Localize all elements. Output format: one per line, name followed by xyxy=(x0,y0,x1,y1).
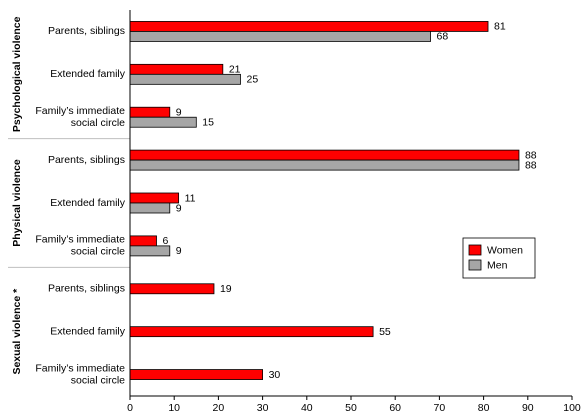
bar-psychological-violence-family-s-immediate-social-circle-men xyxy=(129,116,197,128)
category-label-family-s-immediate-social-circle: social circle xyxy=(71,117,125,129)
data-label-women: 30 xyxy=(269,369,281,381)
group-labels: Psychological violence Physical violence S… xyxy=(11,16,23,374)
x-tick-label: 70 xyxy=(434,402,446,414)
x-tick-label: 40 xyxy=(301,402,313,414)
data-label-women: 19 xyxy=(220,283,232,295)
axes: 0 10 20 30 40 50 60 70 80 90 100 xyxy=(127,10,581,414)
group-label-sexual-violence: Sexual violence * xyxy=(11,288,23,375)
category-label-family-s-immediate-social-circle: social circle xyxy=(71,374,125,386)
legend: Women Men xyxy=(462,237,536,279)
data-label-men: 15 xyxy=(202,117,214,129)
bar-physical-violence-parents-siblings-women xyxy=(129,149,520,161)
data-label-men: 68 xyxy=(437,31,449,43)
data-label-women: 55 xyxy=(379,326,391,338)
bar-psychological-violence-parents-siblings-women xyxy=(129,21,489,32)
category-label-family-s-immediate-social-circle: Family’s immediate xyxy=(35,362,125,374)
legend-label-men: Men xyxy=(487,259,508,271)
bar-psychological-violence-extended-family-men xyxy=(129,73,241,85)
bar-physical-violence-extended-family-women xyxy=(129,192,180,204)
x-tick-label: 30 xyxy=(257,402,269,414)
category-label-family-s-immediate-social-circle: Family’s immediate xyxy=(35,105,125,117)
bar-physical-violence-extended-family-men xyxy=(129,202,171,214)
group-label-psychological-violence: Psychological violence xyxy=(11,16,23,132)
data-label-women: 21 xyxy=(229,64,241,76)
category-label-parents-siblings: Parents, siblings xyxy=(48,154,125,166)
bar-physical-violence-family-s-immediate-social-circle-women xyxy=(129,235,157,247)
category-label-extended-family: Extended family xyxy=(50,68,125,80)
group-separators xyxy=(8,138,130,268)
category-label-parents-siblings: Parents, siblings xyxy=(48,25,125,37)
legend-swatch-women xyxy=(468,244,482,256)
bar-psychological-violence-extended-family-women xyxy=(129,63,224,75)
bar-psychological-violence-family-s-immediate-social-circle-women xyxy=(129,106,171,118)
x-tick-label: 0 xyxy=(127,402,133,414)
legend-swatch-men xyxy=(468,259,482,271)
x-tick-label: 80 xyxy=(478,402,490,414)
data-label-women: 88 xyxy=(525,149,537,161)
bar-physical-violence-family-s-immediate-social-circle-men xyxy=(129,245,171,257)
data-label-men: 88 xyxy=(525,159,537,171)
data-label-men: 9 xyxy=(176,202,182,214)
category-label-family-s-immediate-social-circle: social circle xyxy=(71,246,125,258)
x-tick-label: 10 xyxy=(168,402,180,414)
bar-psychological-violence-parents-siblings-men xyxy=(129,31,431,42)
x-tick-label: 60 xyxy=(389,402,401,414)
bar-sexual-violence-family-s-immediate-social-circle-women xyxy=(129,369,264,380)
bar-sexual-violence-parents-siblings-women xyxy=(129,283,215,295)
group-label-physical-violence: Physical violence xyxy=(11,159,23,247)
data-label-women: 9 xyxy=(176,107,182,119)
category-label-extended-family: Extended family xyxy=(50,325,125,337)
legend-label-women: Women xyxy=(487,244,523,256)
x-tick-label: 50 xyxy=(345,402,357,414)
category-labels: Parents, siblings Extended family Family’s… xyxy=(35,25,125,386)
x-tick-label: 100 xyxy=(563,402,581,414)
data-label-women: 6 xyxy=(163,235,169,247)
category-label-extended-family: Extended family xyxy=(50,197,125,209)
data-label-men: 25 xyxy=(247,74,259,86)
category-label-parents-siblings: Parents, siblings xyxy=(48,283,125,295)
data-label-women: 11 xyxy=(185,192,196,204)
category-label-family-s-immediate-social-circle: Family’s immediate xyxy=(35,234,125,246)
x-tick-label: 20 xyxy=(213,402,225,414)
x-tick-label: 90 xyxy=(522,402,534,414)
data-label-men: 9 xyxy=(176,245,182,257)
bar-sexual-violence-extended-family-women xyxy=(129,326,374,338)
data-label-women: 81 xyxy=(494,21,506,33)
bar-physical-violence-parents-siblings-men xyxy=(129,159,520,171)
